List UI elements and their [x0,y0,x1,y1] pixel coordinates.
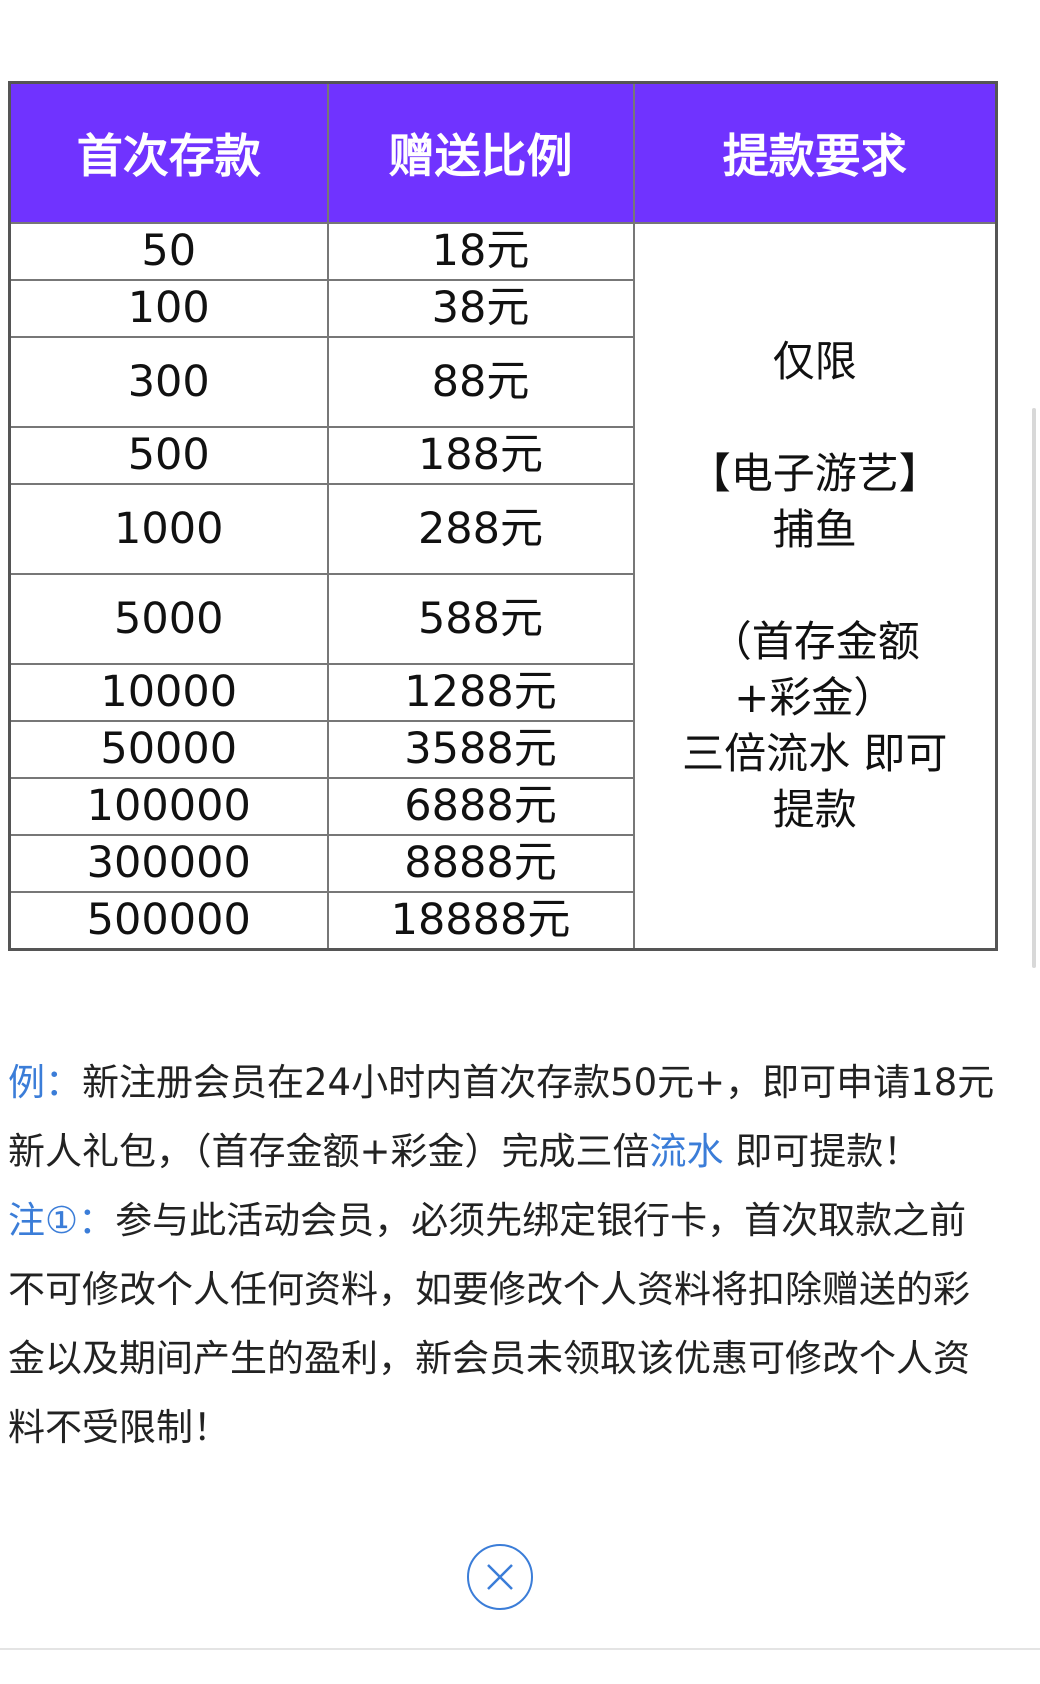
table-row: 300000 8888元 [8,834,997,893]
bonus-cell: 1288元 [326,663,635,722]
turnover-link[interactable]: 流水 [649,1130,724,1173]
requirement-line: 仅限 [772,336,857,386]
header-withdraw-requirement: 提款要求 [632,81,998,224]
table-row: 50 18元仅限【电子游艺】 捕鱼 （首存金额 +彩金） 三倍流水 即可 提款 [8,222,998,950]
bonus-cell: 6888元 [326,777,635,836]
table-row: 50000 3588元 [8,720,997,779]
requirement-line: 【电子游艺】 [688,448,941,498]
header-bonus-ratio: 赠送比例 [326,81,635,224]
table-row: 300 88元 [8,336,997,428]
requirement-line: 提款 [772,784,857,834]
table-row: 500 188元 [8,426,997,485]
deposit-cell: 50 [8,222,329,281]
bonus-cell: 188元 [326,426,635,485]
deposit-cell: 50000 [8,720,329,779]
scrollbar[interactable] [1032,408,1036,968]
bonus-cell: 8888元 [326,834,635,893]
example-label: 例： [8,1061,82,1104]
deposit-cell: 10000 [8,663,329,722]
requirement-line: +彩金） [734,672,896,722]
example-paragraph: 例：新注册会员在24小时内首次存款50元+，即可申请18元新人礼包，（首存金额+… [8,1048,998,1186]
requirement-line: 捕鱼 [772,504,857,554]
note-paragraph: 注①：参与此活动会员，必须先绑定银行卡，首次取款之前不可修改个人任何资料，如要修… [8,1186,998,1462]
bonus-cell: 288元 [326,483,635,575]
table-row: 5000 588元 [8,573,997,665]
deposit-cell: 5000 [8,573,329,665]
example-text-end: 即可提款！ [723,1130,921,1173]
notes: 例：新注册会员在24小时内首次存款50元+，即可申请18元新人礼包，（首存金额+… [8,1048,998,1462]
deposit-cell: 500 [8,426,329,485]
header-first-deposit: 首次存款 [8,81,329,224]
requirement-line: （首存金额 [709,616,920,666]
table-row: 500000 18888元 [8,891,997,950]
table-row: 10000 1288元 [8,663,997,722]
deposit-cell: 300000 [8,834,329,893]
table-header-row: 首次存款 赠送比例 提款要求 [8,81,998,224]
note-text: 参与此活动会员，必须先绑定银行卡，首次取款之前不可修改个人任何资料，如要修改个人… [8,1199,970,1449]
close-button[interactable] [467,1544,533,1610]
bonus-cell: 18元 [326,222,635,281]
deposit-cell: 100000 [8,777,329,836]
close-circle-icon [487,1564,513,1590]
deposit-cell: 500000 [8,891,329,950]
requirement-line: 三倍流水 即可 [682,728,948,778]
deposit-cell: 300 [8,336,329,428]
bonus-cell: 588元 [326,573,635,665]
requirement-cell: 仅限【电子游艺】 捕鱼 （首存金额 +彩金） 三倍流水 即可 提款 [632,222,998,950]
table-row: 1000 288元 [8,483,997,575]
deposit-cell: 100 [8,279,329,338]
bonus-cell: 88元 [326,336,635,428]
note-label: 注①： [8,1199,116,1242]
bonus-table: 首次存款 赠送比例 提款要求 50 18元仅限【电子游艺】 捕鱼 （首存金额 +彩金） 三… [8,81,998,951]
requirement-line [635,558,996,614]
bonus-cell: 3588元 [326,720,635,779]
table-row: 100000 6888元 [8,777,997,836]
example-text: 新注册会员在24小时内首次存款50元+，即可申请18元新人礼包，（首存金额+彩金… [8,1061,995,1173]
table-row: 100 38元 [8,279,997,338]
bonus-cell: 38元 [326,279,635,338]
deposit-cell: 1000 [8,483,329,575]
divider [0,1648,1040,1650]
bonus-cell: 18888元 [326,891,635,950]
requirement-line [635,390,996,446]
